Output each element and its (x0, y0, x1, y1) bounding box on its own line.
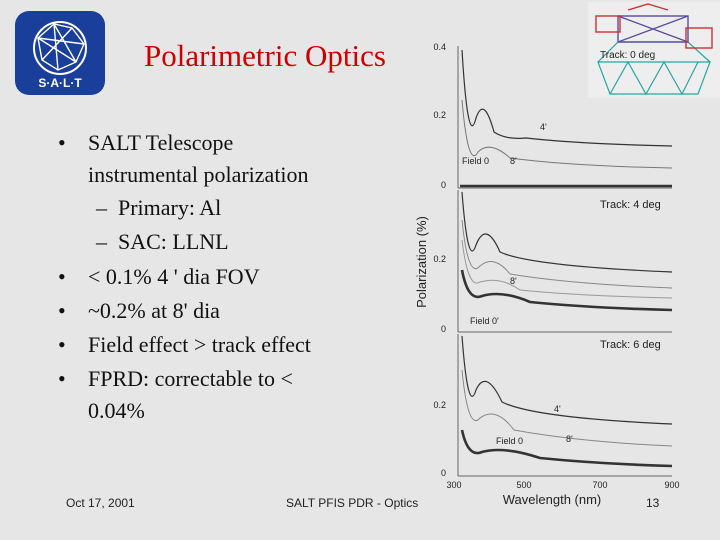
footer-page-number: 13 (646, 496, 660, 510)
sub-bullet-dash: – (96, 229, 107, 254)
bullet-text-line: SALT Telescope (88, 130, 234, 155)
logo-text: S·A·L·T (38, 76, 82, 90)
panel-2-curve-2 (461, 239, 673, 299)
bullet-item: • SALT Telescope instrumental polarizati… (56, 127, 426, 191)
sub-bullet-item: – Primary: Al (56, 191, 426, 225)
bullet-item: • Field effect > track effect (56, 329, 426, 361)
panel-1-curve-4 (461, 99, 673, 169)
x-axis-label: Wavelength (nm) (503, 492, 602, 507)
panel-3-curve-4 (461, 369, 673, 447)
panel-1-field-label: 4' (540, 122, 547, 132)
panel-3-field-label: 4' (554, 404, 561, 414)
panel-1-ytick: 0.2 (433, 110, 446, 120)
panel-3-ytick: 0 (441, 468, 446, 478)
panel-3-curve-8 (461, 335, 673, 425)
panel-2-curve-4 (461, 219, 673, 289)
telescope-illustration: Track: 0 deg (588, 2, 720, 98)
panel-1-ytick: 0 (441, 180, 446, 190)
panel-2-field-label: Field 0' (470, 316, 499, 326)
sub-bullet-text: Primary: Al (118, 195, 222, 220)
footer-center: SALT PFIS PDR - Optics (286, 496, 419, 510)
panel-1-ytick: 0.4 (433, 42, 446, 52)
panel-3-field-label: 8' (566, 434, 573, 444)
slide-title: Polarimetric Optics (144, 38, 386, 73)
salt-logo: S·A·L·T (14, 10, 106, 96)
panel-3-track-label: Track: 6 deg (600, 339, 661, 351)
panel-1-field-label: 8' (510, 156, 517, 166)
panel-3-field-label: Field 0 (496, 436, 523, 446)
bullet-text-line: FPRD: correctable to < (88, 366, 293, 391)
panel-2-track-label: Track: 4 deg (600, 199, 661, 211)
panel-2-ytick: 0.2 (433, 254, 446, 264)
panel-1-curve-8 (461, 49, 673, 147)
panel-1-field-label: Field 0 (462, 156, 489, 166)
bullet-list: • SALT Telescope instrumental polarizati… (56, 125, 426, 427)
bullet-item: • FPRD: correctable to < 0.04% (56, 363, 426, 427)
bullet-dot: • (58, 332, 66, 357)
polarization-figure: 0.4 0.2 0 Field 0 4' 8' 0.2 0 Track: 4 d… (410, 40, 685, 520)
panel-2-field-label: 8' (510, 276, 517, 286)
bullet-text: < 0.1% 4 ' dia FOV (88, 264, 260, 289)
bullet-dot: • (58, 298, 66, 323)
panel-2-ytick: 0 (441, 324, 446, 334)
y-axis-label: Polarization (%) (414, 216, 429, 308)
sub-bullet-text: SAC: LLNL (118, 229, 229, 254)
panel-2-curve-0 (460, 269, 673, 312)
footer-date: Oct 17, 2001 (66, 496, 135, 510)
bullet-dot: • (58, 264, 66, 289)
bullet-text-line: instrumental polarization (88, 162, 309, 187)
x-tick: 300 (446, 480, 461, 490)
bullet-item: • ~0.2% at 8' dia (56, 295, 426, 327)
bullet-item: • < 0.1% 4 ' dia FOV (56, 261, 426, 293)
telescope-track-label: Track: 0 deg (600, 50, 655, 61)
bullet-dot: • (58, 366, 66, 391)
sub-bullet-dash: – (96, 195, 107, 220)
panel-2-curve-8 (461, 191, 673, 273)
bullet-text: Field effect > track effect (88, 332, 311, 357)
panel-3-curve-0 (460, 429, 673, 468)
x-tick: 900 (664, 480, 679, 490)
bullet-text-line: 0.04% (88, 398, 145, 423)
sub-bullet-item: – SAC: LLNL (56, 225, 426, 259)
panel-3-ytick: 0.2 (433, 400, 446, 410)
bullet-text: ~0.2% at 8' dia (88, 298, 220, 323)
x-tick: 500 (516, 480, 531, 490)
bullet-dot: • (58, 130, 66, 155)
x-tick: 700 (592, 480, 607, 490)
